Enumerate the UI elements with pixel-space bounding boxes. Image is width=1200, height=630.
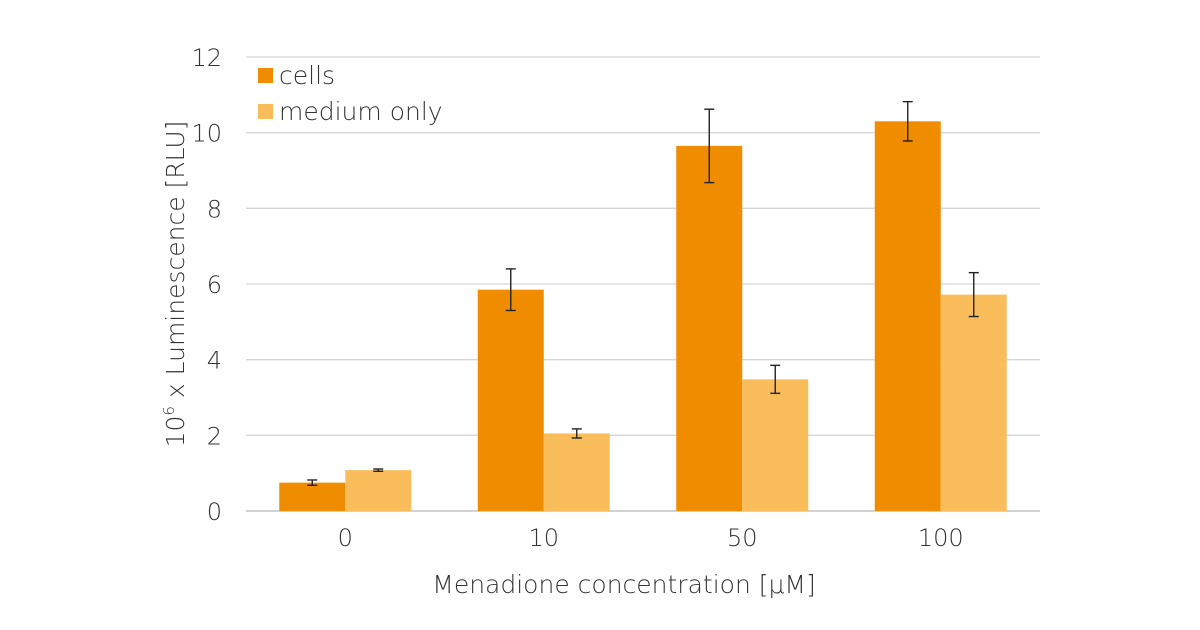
bar-medium-only-0	[345, 470, 412, 511]
x-tick-label: 0	[338, 524, 353, 552]
y-tick-label: 12	[191, 44, 222, 72]
y-axis-title-base: 10	[161, 416, 190, 448]
error-bar-cells-50	[704, 108, 715, 184]
bars	[279, 121, 1007, 512]
bar-cells-50	[676, 145, 743, 512]
y-tick-label: 8	[207, 195, 222, 223]
legend-label-cells: cells	[279, 61, 335, 90]
error-bar-cells-0	[307, 479, 318, 486]
error-bar-medium-only-50	[770, 364, 781, 395]
error-bar-medium-only-100	[968, 271, 979, 318]
bar-cells-10	[477, 289, 544, 511]
y-axis-title: 106 x Luminescence [RLU]	[160, 121, 190, 448]
y-tick-label: 4	[207, 347, 222, 375]
error-bar-medium-only-0	[373, 468, 384, 472]
gridlines	[246, 56, 1040, 512]
x-tick-label: 100	[918, 524, 964, 552]
bar-medium-only-50	[742, 379, 809, 511]
y-tick-label: 2	[207, 422, 222, 450]
y-axis-title-exponent: 6	[160, 406, 178, 416]
error-bar-cells-10	[505, 268, 516, 312]
tick-labels: 0 2 4 6 8 10 12 0 10 50 100	[191, 44, 963, 552]
legend-swatch-medium-only	[258, 104, 273, 119]
bar-cells-0	[279, 482, 346, 511]
x-tick-label: 10	[528, 524, 559, 552]
y-axis-title-rest: x Luminescence [RLU]	[161, 121, 190, 406]
bar-medium-only-100	[940, 294, 1007, 511]
error-bars	[307, 100, 979, 486]
legend-swatch-cells	[258, 68, 273, 83]
legend: cells medium only	[258, 61, 443, 126]
y-tick-label: 0	[207, 498, 222, 526]
legend-label-medium-only: medium only	[279, 97, 443, 126]
y-tick-label: 10	[191, 120, 222, 148]
error-bar-cells-100	[902, 100, 913, 142]
x-tick-label: 50	[727, 524, 758, 552]
bar-cells-100	[874, 121, 941, 512]
error-bar-medium-only-10	[571, 428, 582, 439]
bar-medium-only-10	[543, 433, 610, 511]
x-axis-title: Menadione concentration [μM]	[432, 570, 815, 599]
y-tick-label: 6	[207, 271, 222, 299]
